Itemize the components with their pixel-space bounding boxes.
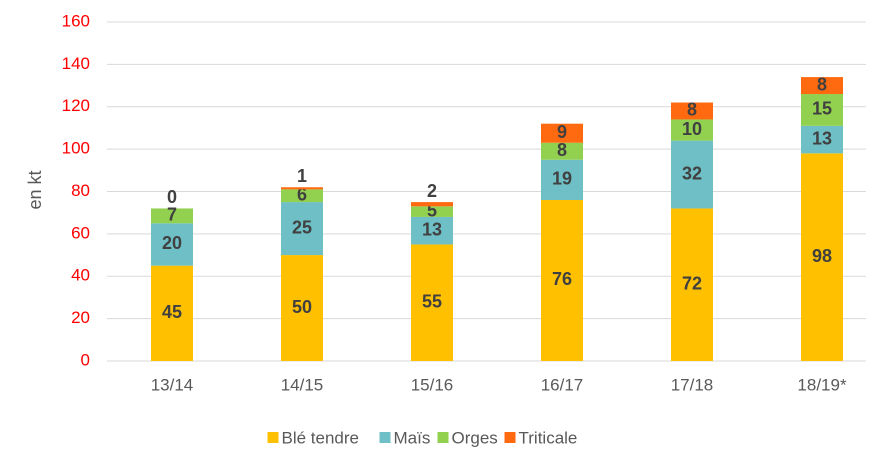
bar-segment — [541, 142, 583, 160]
bar-segment — [281, 189, 323, 203]
data-label: 7 — [167, 205, 177, 225]
legend-swatch — [437, 432, 449, 443]
x-tick-label: 14/15 — [281, 375, 324, 394]
y-tick-label: 60 — [71, 223, 90, 242]
data-label: 8 — [557, 140, 567, 160]
y-tick-label: 0 — [81, 350, 90, 369]
data-label: 13 — [812, 128, 832, 148]
bar-segment — [801, 125, 843, 154]
y-tick-label: 140 — [62, 54, 90, 73]
bar-segment — [671, 119, 713, 141]
legend-label: Blé tendre — [282, 428, 360, 447]
x-tick-label: 16/17 — [541, 375, 584, 394]
data-label: 45 — [162, 302, 182, 322]
legend-swatch — [379, 432, 391, 443]
data-label: 1 — [297, 166, 307, 186]
data-label: 25 — [292, 217, 312, 237]
bar-segment — [801, 94, 843, 126]
x-tick-label: 18/19* — [797, 375, 847, 394]
bar-segment — [151, 223, 193, 266]
legend-swatch — [504, 432, 516, 443]
data-label: 0 — [167, 187, 177, 207]
bar-segment — [541, 199, 583, 361]
x-tick-label: 15/16 — [411, 375, 454, 394]
bar-segment — [671, 102, 713, 120]
legend-swatch — [267, 432, 279, 443]
data-label: 98 — [812, 246, 832, 266]
bar-segment — [801, 153, 843, 361]
bar-segment — [541, 123, 583, 143]
bar-segment — [281, 202, 323, 256]
data-label: 13 — [422, 219, 442, 239]
data-label: 8 — [687, 100, 697, 120]
bar-segment — [671, 208, 713, 361]
bar-segment — [411, 244, 453, 361]
data-label: 15 — [812, 99, 832, 119]
y-tick-label: 80 — [71, 181, 90, 200]
legend-label: Maïs — [394, 428, 431, 447]
data-label: 76 — [552, 269, 572, 289]
data-label: 2 — [427, 181, 437, 201]
data-label: 9 — [557, 122, 567, 142]
bar-segment — [151, 265, 193, 361]
y-tick-label: 120 — [62, 96, 90, 115]
bar-segment — [281, 187, 323, 190]
y-tick-label: 20 — [71, 308, 90, 327]
data-label: 20 — [162, 233, 182, 253]
y-tick-label: 160 — [62, 11, 90, 30]
data-label: 8 — [817, 74, 827, 94]
data-label: 72 — [682, 273, 702, 293]
data-label: 32 — [682, 163, 702, 183]
bar-segment — [801, 77, 843, 95]
data-label: 6 — [297, 184, 307, 204]
data-label: 50 — [292, 297, 312, 317]
data-label: 10 — [682, 119, 702, 139]
bar-segment — [281, 255, 323, 361]
x-tick-label: 13/14 — [151, 375, 194, 394]
bar-segment — [411, 216, 453, 245]
y-tick-label: 100 — [62, 139, 90, 158]
data-label: 19 — [552, 169, 572, 189]
data-label: 55 — [422, 291, 442, 311]
bar-segment — [671, 140, 713, 209]
legend-label: Triticale — [519, 428, 578, 447]
y-axis-label: en kt — [25, 170, 45, 209]
bar-segment — [151, 208, 193, 224]
bar-segment — [541, 159, 583, 200]
x-tick-label: 17/18 — [671, 375, 714, 394]
bar-segment — [411, 202, 453, 207]
bar-segment — [411, 206, 453, 217]
y-tick-label: 40 — [71, 266, 90, 285]
data-label: 5 — [427, 200, 437, 220]
legend-label: Orges — [452, 428, 498, 447]
